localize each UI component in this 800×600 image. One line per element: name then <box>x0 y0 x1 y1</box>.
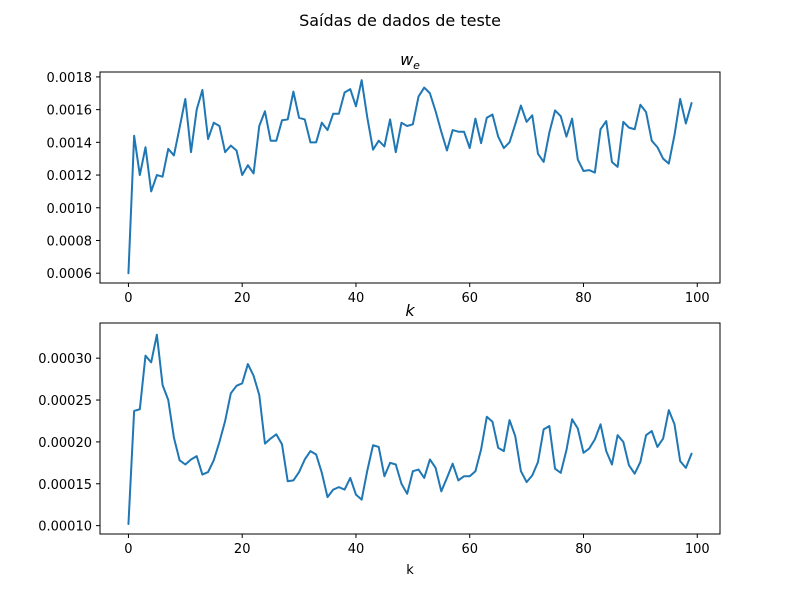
y-tick-label: 0.0018 <box>47 71 93 86</box>
x-tick-label: 80 <box>575 542 592 557</box>
y-tick-label: 0.00030 <box>38 352 92 367</box>
y-tick-label: 0.0016 <box>47 104 93 119</box>
x-tick-label: 20 <box>234 291 251 306</box>
subplot-we-title-main: w <box>400 50 414 69</box>
subplot-k: k 0 20 40 60 80 100 0.00010 0.00015 0.00020 0.000… <box>38 301 721 578</box>
x-tick-label: 100 <box>685 291 710 306</box>
y-tick-label: 0.0014 <box>47 136 93 151</box>
subplot-we-title-sub: e <box>413 59 420 72</box>
x-tick-label: 0 <box>124 542 132 557</box>
y-tick-label: 0.0008 <box>47 234 93 249</box>
x-tick-label: 40 <box>348 291 365 306</box>
figure-suptitle: Saídas de dados de teste <box>299 11 501 30</box>
subplot-we-ticks: 0 20 40 60 80 100 0.0006 0.0008 0.0010 0.0012 0.00… <box>47 71 710 306</box>
y-tick-label: 0.0010 <box>47 202 93 217</box>
subplot-we-frame <box>99 71 721 284</box>
series-line-we <box>127 79 693 275</box>
x-tick-label: 100 <box>685 542 710 557</box>
x-tick-label: 0 <box>124 291 132 306</box>
subplot-we: we 0 20 40 60 80 1000.00060.00080.00100.00120… <box>47 50 721 306</box>
y-tick-label: 0.00020 <box>38 436 92 451</box>
x-tick-label: 60 <box>461 542 478 557</box>
subplot-k-ticks: 0 20 40 60 80 100 0.00010 0.00015 0.00020 0.00025… <box>38 352 709 557</box>
y-tick-label: 0.0012 <box>47 169 93 184</box>
y-tick-label: 0.00015 <box>38 478 92 493</box>
subplot-we-title: we <box>400 50 420 72</box>
subplot-k-xlabel: k <box>406 563 414 578</box>
series-line-k <box>127 333 693 525</box>
y-tick-label: 0.00025 <box>38 394 92 409</box>
y-tick-label: 0.00010 <box>38 520 92 535</box>
x-tick-label: 40 <box>348 542 365 557</box>
x-tick-label: 20 <box>234 542 251 557</box>
x-tick-label: 80 <box>575 291 592 306</box>
y-tick-label: 0.0006 <box>47 267 93 282</box>
subplot-k-frame <box>99 322 721 535</box>
x-tick-label: 60 <box>461 291 478 306</box>
subplot-k-title: k <box>405 301 415 320</box>
